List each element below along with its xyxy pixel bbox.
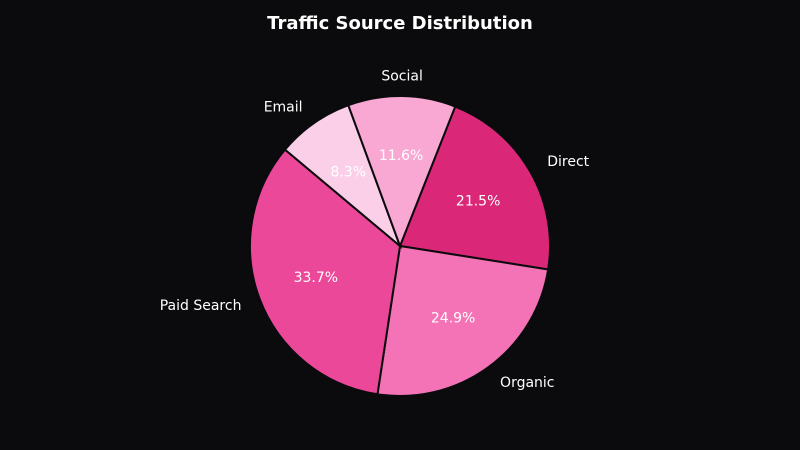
- category-label: Paid Search: [160, 298, 242, 314]
- value-label: 8.3%: [330, 164, 366, 180]
- category-label: Organic: [500, 375, 554, 391]
- pie-slice: [398, 105, 551, 271]
- pie-slice: [347, 95, 457, 249]
- category-label: Social: [381, 69, 423, 85]
- category-label: Direct: [547, 154, 589, 170]
- value-label: 24.9%: [431, 311, 475, 327]
- value-label: 21.5%: [456, 193, 500, 209]
- pie-slice: [249, 148, 402, 396]
- value-label: 11.6%: [379, 148, 423, 164]
- chart-title: Traffic Source Distribution: [267, 13, 533, 34]
- value-label: 33.7%: [294, 270, 338, 286]
- category-label: Email: [264, 99, 303, 115]
- pie-slice: [376, 244, 550, 397]
